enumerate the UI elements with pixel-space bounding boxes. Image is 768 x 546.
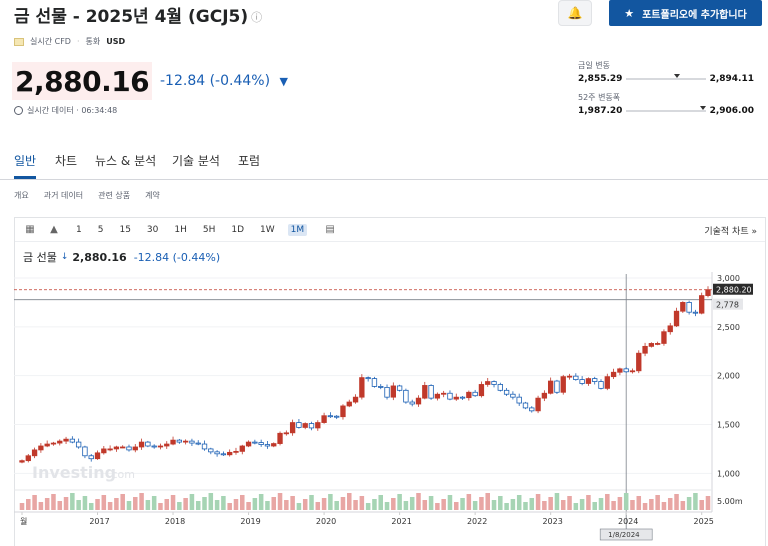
week52-range-high: 2,906.00 — [709, 106, 754, 116]
timeframe-1[interactable]: 1 — [76, 224, 82, 235]
tab-forum[interactable]: 포럼 — [238, 154, 261, 168]
instrument-title: 금 선물 - 2025년 4월 (GCJ5) — [14, 7, 249, 27]
tab-chart[interactable]: 차트 — [55, 154, 78, 168]
price-box: 2,880.16 — [12, 62, 153, 100]
subtab-related[interactable]: 관련 상품 — [98, 191, 131, 200]
quote-meta: 실시간 CFD · 통화 USD — [14, 36, 125, 47]
legend-name: 금 선물 — [23, 251, 57, 264]
day-range-high: 2,894.11 — [709, 74, 754, 84]
sub-tabs: 개요 과거 데이터 관련 상품 계약 — [14, 190, 160, 201]
last-price: 2,880.16 — [15, 64, 150, 98]
week52-range: 52주 변동폭 1,987.20 2,906.00 — [578, 92, 754, 116]
chart-panel: ▦ ▲ 1 5 15 30 1H 5H 1D 1W 1M ▤ 기술적 차트 » … — [14, 217, 766, 546]
day-range-label: 금일 변동 — [578, 61, 610, 70]
day-range-bar — [626, 74, 706, 80]
star-icon: ★ — [624, 6, 635, 20]
subtab-historical[interactable]: 과거 데이터 — [43, 191, 84, 200]
realtime-cfd-label: 실시간 CFD — [30, 37, 71, 46]
timeframe-1w[interactable]: 1W — [260, 224, 275, 235]
price-change: -12.84 (-0.44%) ▼ — [160, 73, 288, 89]
week52-range-low: 1,987.20 — [578, 106, 623, 116]
timeframe-15[interactable]: 15 — [119, 224, 131, 235]
legend-price: 2,880.16 — [72, 250, 127, 264]
chart-toolbar: ▦ ▲ 1 5 15 30 1H 5H 1D 1W 1M ▤ 기술적 차트 » — [15, 218, 765, 242]
arrow-down-icon: ↓ — [60, 252, 69, 262]
realtime-data-label: 실시간 데이터 · 06:34:48 — [27, 106, 118, 115]
realtime-note: 실시간 데이터 · 06:34:48 — [14, 105, 117, 116]
subtab-contract[interactable]: 계약 — [145, 191, 160, 200]
tab-general[interactable]: 일반 — [14, 154, 37, 168]
technical-chart-link[interactable]: 기술적 차트 » — [704, 227, 757, 237]
candlestick-type-icon[interactable]: ▦ — [25, 224, 35, 235]
week52-range-marker — [700, 106, 707, 110]
day-range-marker — [674, 74, 681, 78]
week52-range-bar — [626, 106, 707, 112]
flag-icon — [14, 37, 24, 46]
day-range-low: 2,855.29 — [578, 74, 623, 84]
bell-plus-icon: 🔔 — [567, 6, 583, 20]
create-alert-button[interactable]: 🔔 — [558, 0, 592, 26]
clock-icon — [14, 106, 23, 115]
area-type-icon[interactable]: ▲ — [50, 224, 58, 235]
info-icon[interactable]: ⓘ — [251, 11, 263, 24]
active-tab-indicator — [14, 176, 36, 179]
chart-legend: 금 선물 ↓ 2,880.16 -12.84 (-0.44%) — [23, 249, 220, 265]
page-title: 금 선물 - 2025년 4월 (GCJ5) ⓘ — [14, 2, 262, 27]
change-value: -12.84 — [160, 73, 206, 89]
timeframe-1h[interactable]: 1H — [174, 224, 187, 235]
subtab-overview[interactable]: 개요 — [14, 191, 29, 200]
legend-change: -12.84 (-0.44%) — [133, 250, 221, 264]
timeframe-1d[interactable]: 1D — [231, 224, 245, 235]
week52-range-label: 52주 변동폭 — [578, 93, 621, 102]
day-range: 금일 변동 2,855.29 2,894.11 — [578, 60, 754, 84]
timeframe-5h[interactable]: 5H — [202, 224, 216, 235]
currency-value: USD — [106, 37, 126, 46]
meta-separator: · — [76, 37, 80, 46]
tab-news-analysis[interactable]: 뉴스 & 분석 — [95, 154, 157, 168]
calendar-icon[interactable]: ▤ — [325, 224, 335, 235]
currency-label: 통화 — [85, 37, 101, 46]
timeframe-1m[interactable]: 1M — [287, 223, 308, 236]
timeframe-30[interactable]: 30 — [146, 224, 159, 235]
tab-technical[interactable]: 기술 분석 — [172, 154, 220, 168]
add-to-portfolio-label: 포트폴리오에 추가합니다 — [642, 9, 747, 21]
add-to-portfolio-button[interactable]: ★ 포트폴리오에 추가합니다 — [609, 0, 762, 26]
timeframe-5[interactable]: 5 — [97, 224, 104, 235]
main-tabs: 일반 차트 뉴스 & 분석 기술 분석 포럼 — [0, 150, 768, 180]
caret-down-icon: ▼ — [279, 75, 288, 88]
change-percent: (-0.44%) — [209, 73, 271, 89]
